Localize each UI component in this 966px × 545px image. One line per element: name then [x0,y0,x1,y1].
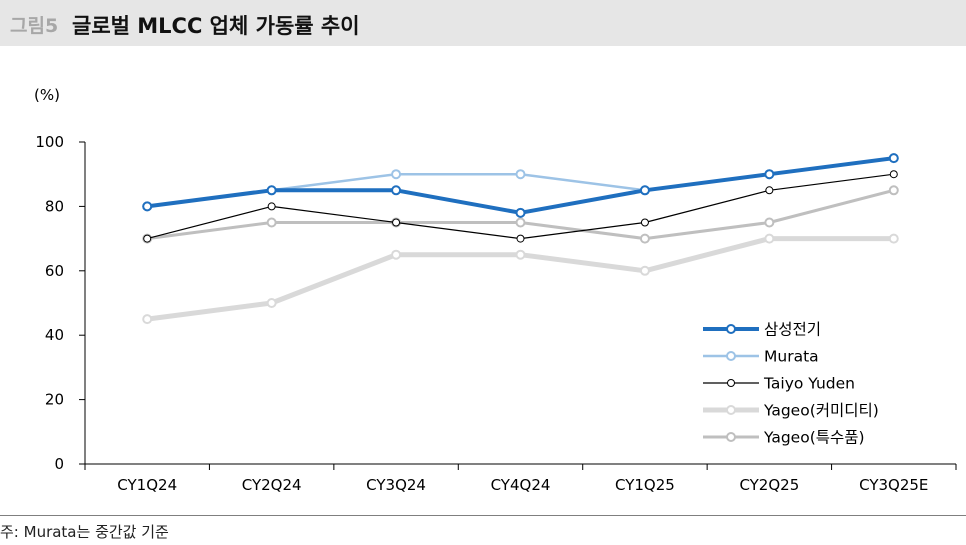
data-point [639,265,650,276]
data-point [765,186,774,195]
legend-item: Murata [703,348,819,366]
line-chart: (%) 0 20 40 60 80 100 CY1Q24 CY2Q24 CY3Q24 CY4Q24… [34,86,957,494]
figure-title: 글로벌 MLCC 업체 가동률 추이 [72,14,360,38]
legend-item: Taiyo Yuden [703,375,855,393]
data-point [391,249,402,260]
data-point [764,233,775,244]
y-tick-label: 20 [45,391,64,409]
legend: 삼성전기 Murata Taiyo Yuden Yageo(커미디티) Yageo(특수… [703,321,879,447]
legend-label: Taiyo Yuden [763,375,855,393]
legend-item: Yageo(특수품) [703,429,865,447]
data-point [888,153,899,164]
legend-swatch-marker [726,324,736,334]
data-point [640,218,649,227]
legend-swatch-marker [726,405,736,415]
x-tick-label: CY4Q24 [491,476,551,494]
legend-item: 삼성전기 [703,321,821,339]
data-point [515,249,526,260]
legend-label: Yageo(커미디티) [763,402,879,420]
series-2 [143,170,898,243]
axis-ticks: 0 20 40 60 80 100 CY1Q24 CY2Q24 CY3Q24 CY4Q24 CY1Q… [35,133,957,494]
series-0 [142,233,899,325]
y-tick-label: 80 [45,197,64,215]
footnote: 주: Murata는 중간값 기준 [0,523,169,541]
data-point [516,234,525,243]
series-line [147,156,894,208]
data-point [889,170,898,179]
data-point [266,185,277,196]
legend-label: 삼성전기 [764,321,821,339]
y-tick-label: 40 [45,326,64,344]
data-point [764,169,775,180]
legend-item: Yageo(커미디티) [703,402,879,420]
y-tick-label: 100 [35,133,64,151]
data-point [888,185,899,196]
data-point [266,217,277,228]
x-tick-label: CY2Q25 [739,476,799,494]
legend-swatch-marker [726,351,736,361]
data-point [639,233,650,244]
data-point [888,233,899,244]
legend-label: Murata [764,348,819,366]
data-point [266,298,277,308]
data-point [515,217,526,228]
series-line [147,173,894,240]
data-point [267,202,276,211]
data-point [639,185,650,196]
data-point [515,169,526,180]
figure-label: 그림5 [10,15,59,37]
y-tick-label: 0 [54,455,64,473]
series-layer [142,153,899,325]
x-tick-label: CY1Q25 [615,476,675,494]
data-point [392,218,401,227]
data-point [142,201,153,212]
legend-swatch-marker [727,379,735,387]
data-point [515,207,526,218]
x-tick-label: CY2Q24 [242,476,302,494]
bottom-rule [0,515,966,516]
data-point [142,314,153,325]
data-point [143,234,152,243]
y-tick-label: 60 [45,262,64,280]
data-point [391,185,402,196]
series-3 [142,153,899,212]
x-tick-label: CY3Q25E [859,476,928,494]
figure-header: 그림5 글로벌 MLCC 업체 가동률 추이 [0,0,966,46]
x-tick-label: CY1Q24 [117,476,177,494]
y-axis-unit-label: (%) [34,86,60,104]
series-4 [142,153,899,218]
legend-label: Yageo(특수품) [763,429,865,447]
data-point [391,169,402,180]
data-point [764,217,775,228]
x-tick-label: CY3Q24 [366,476,426,494]
series-line [146,156,895,215]
legend-swatch-marker [726,432,736,442]
